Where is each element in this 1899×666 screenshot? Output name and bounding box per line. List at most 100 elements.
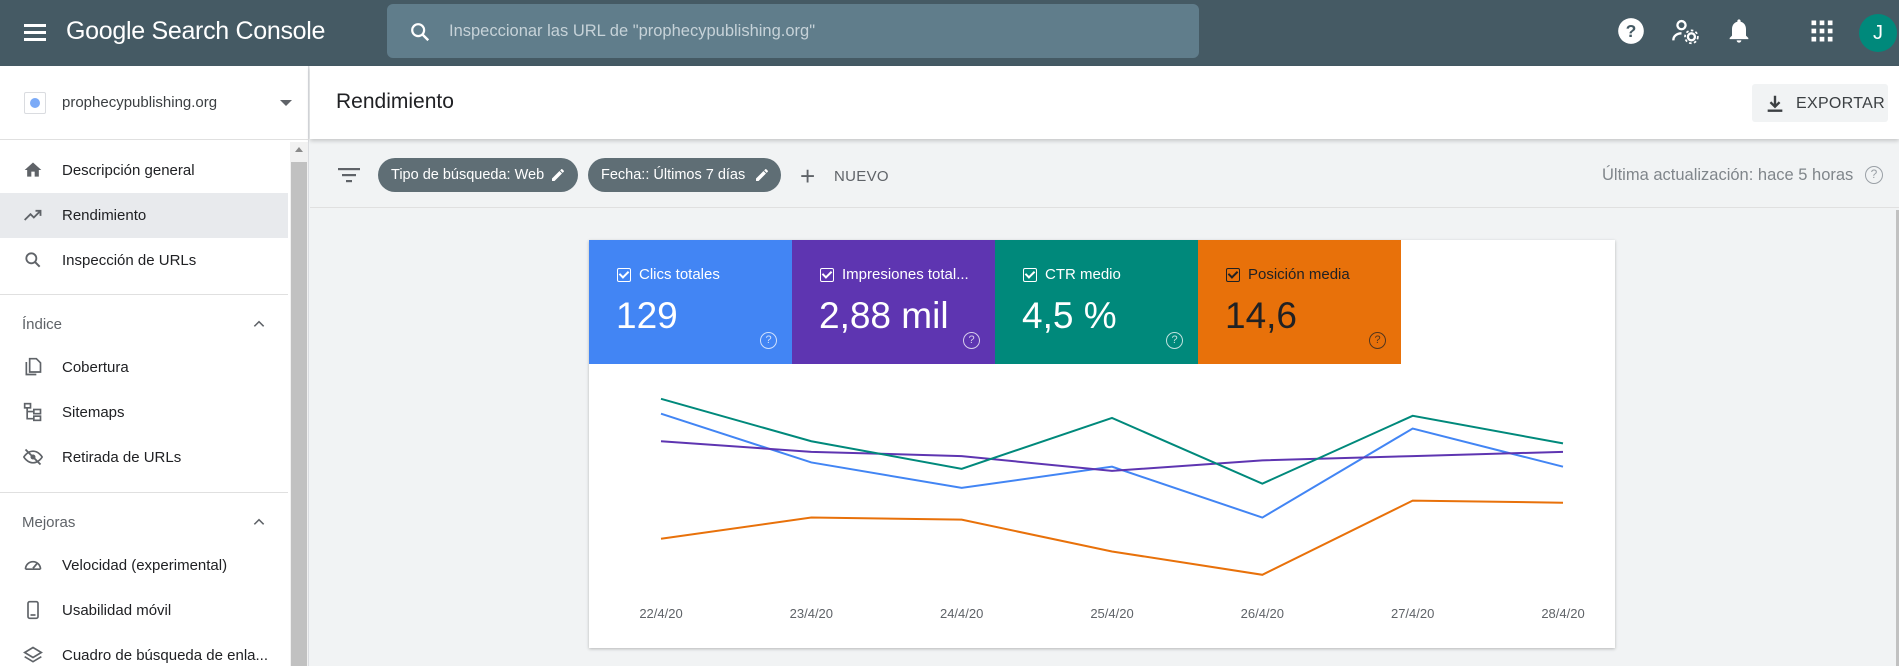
- app-brand[interactable]: Google Search Console: [66, 17, 326, 45]
- date-filter-chip[interactable]: Fecha:: Últimos 7 días: [588, 158, 781, 192]
- sidebar-item-overview[interactable]: Descripción general: [0, 148, 288, 193]
- sidebar-item-sitelinks-searchbox[interactable]: Cuadro de búsqueda de enla...: [0, 633, 288, 666]
- search-type-filter-chip[interactable]: Tipo de búsqueda: Web: [378, 158, 578, 192]
- metric-name: CTR medio: [1045, 266, 1121, 283]
- section-title: Índice: [22, 316, 63, 333]
- metric-value: 14,6: [1225, 295, 1298, 336]
- search-icon: [25, 252, 41, 268]
- performance-line-chart: 22/4/20 23/4/20 24/4/20 25/4/20 26/4/20 27/4/…: [639, 397, 1585, 621]
- property-selector[interactable]: prophecypublishing.org: [0, 66, 309, 140]
- metric-value: 2,88 mil: [819, 295, 949, 336]
- filter-list-icon[interactable]: [338, 166, 360, 184]
- notifications-bell-icon[interactable]: [1725, 17, 1753, 45]
- x-tick-label: 27/4/20: [1391, 606, 1434, 621]
- chevron-down-icon: [280, 100, 292, 106]
- sidebar-item-label: Cuadro de búsqueda de enla...: [62, 647, 268, 664]
- export-label: EXPORTAR: [1796, 95, 1885, 112]
- export-button[interactable]: EXPORTAR: [1752, 84, 1888, 122]
- sidebar-scrollbar[interactable]: [290, 142, 308, 666]
- x-tick-label: 28/4/20: [1541, 606, 1584, 621]
- x-tick-label: 23/4/20: [790, 606, 833, 621]
- divider: [0, 492, 288, 493]
- performance-card: Clics totales 129? Impresiones total... 2,8…: [589, 240, 1615, 648]
- chevron-up-icon: [253, 320, 265, 327]
- edit-pencil-icon[interactable]: [550, 167, 566, 183]
- chip-label: Fecha:: Últimos 7 días: [601, 167, 746, 183]
- help-circle-icon[interactable]: ?: [963, 332, 980, 349]
- x-tick-label: 24/4/20: [940, 606, 983, 621]
- series-line: [660, 499, 1564, 576]
- help-circle-icon[interactable]: ?: [1166, 332, 1183, 349]
- sidebar-item-label: Retirada de URLs: [62, 449, 182, 466]
- sidebar-item-label: Rendimiento: [62, 207, 147, 224]
- x-tick-label: 26/4/20: [1241, 606, 1284, 621]
- help-circle-icon[interactable]: ?: [1369, 332, 1386, 349]
- metric-tile[interactable]: Posición media 14,6?: [1198, 240, 1401, 364]
- section-title: Mejoras: [22, 514, 76, 531]
- main-scrollbar[interactable]: [1896, 210, 1899, 666]
- series-line: [660, 397, 1564, 485]
- search-icon: [411, 23, 430, 42]
- sidebar-item-coverage[interactable]: Cobertura: [0, 345, 288, 390]
- url-inspect-input[interactable]: [449, 4, 1169, 58]
- phone-icon: [27, 600, 39, 620]
- sitemap-icon: [23, 402, 42, 422]
- property-name: prophecypublishing.org: [62, 94, 218, 111]
- sidebar-item-sitemaps[interactable]: Sitemaps: [0, 390, 288, 435]
- page-title: Rendimiento: [336, 90, 454, 113]
- plus-icon: +: [800, 161, 816, 191]
- metric-tile[interactable]: CTR medio 4,5 %?: [995, 240, 1198, 364]
- help-icon[interactable]: ?: [1617, 17, 1645, 45]
- checkbox-checked-icon[interactable]: [1226, 268, 1240, 282]
- scrollbar-thumb[interactable]: [291, 162, 307, 666]
- x-tick-label: 22/4/20: [639, 606, 682, 621]
- metric-name: Posición media: [1248, 266, 1350, 283]
- help-circle-icon[interactable]: ?: [760, 332, 777, 349]
- metric-tile[interactable]: Impresiones total... 2,88 mil?: [792, 240, 995, 364]
- sidebar-item-label: Sitemaps: [62, 404, 125, 421]
- metric-value: 4,5 %: [1022, 295, 1117, 336]
- x-tick-label: 25/4/20: [1090, 606, 1133, 621]
- series-line: [660, 440, 1564, 472]
- metric-name: Impresiones total...: [842, 266, 969, 283]
- sidebar-item-speed[interactable]: Velocidad (experimental): [0, 543, 288, 588]
- file-copy-icon: [25, 357, 42, 376]
- trending-up-icon: [24, 209, 42, 221]
- sidebar-item-mobile-usability[interactable]: Usabilidad móvil: [0, 588, 288, 633]
- sidebar-item-label: Inspección de URLs: [62, 252, 197, 269]
- checkbox-checked-icon[interactable]: [1023, 268, 1037, 282]
- download-icon: [1767, 95, 1783, 112]
- section-improvements-toggle[interactable]: Mejoras: [0, 502, 288, 542]
- url-inspect-search[interactable]: [387, 4, 1199, 58]
- metric-value: 129: [616, 295, 678, 336]
- hamburger-menu-icon[interactable]: [22, 20, 48, 46]
- sidebar-item-label: Usabilidad móvil: [62, 602, 172, 619]
- svg-text:?: ?: [1626, 21, 1637, 41]
- top-app-bar: Google Search Console ? J: [0, 0, 1899, 66]
- sidebar-item-performance[interactable]: Rendimiento: [0, 193, 288, 238]
- page-header: Rendimiento EXPORTAR: [310, 66, 1899, 139]
- new-filter-label: NUEVO: [834, 168, 889, 185]
- eye-off-icon: [23, 448, 43, 466]
- divider: [0, 294, 288, 295]
- help-circle-icon[interactable]: ?: [1865, 166, 1883, 184]
- layers-icon: [23, 646, 43, 663]
- edit-pencil-icon[interactable]: [754, 167, 770, 183]
- account-avatar[interactable]: J: [1859, 14, 1897, 52]
- sidebar: prophecypublishing.org Descripción gener…: [0, 66, 309, 666]
- speed-icon: [24, 560, 42, 570]
- metric-name: Clics totales: [639, 266, 720, 283]
- apps-grid-icon[interactable]: [1808, 17, 1836, 45]
- checkbox-checked-icon[interactable]: [617, 268, 631, 282]
- section-index-toggle[interactable]: Índice: [0, 304, 288, 344]
- checkbox-checked-icon[interactable]: [820, 268, 834, 282]
- last-updated-text: Última actualización: hace 5 horas: [1602, 166, 1854, 184]
- sidebar-item-url-inspection[interactable]: Inspección de URLs: [0, 238, 288, 283]
- scroll-up-arrow-icon[interactable]: [295, 147, 303, 152]
- sidebar-item-url-removal[interactable]: Retirada de URLs: [0, 435, 288, 480]
- chevron-up-icon: [253, 518, 265, 525]
- admin-settings-icon[interactable]: [1671, 17, 1699, 45]
- chip-label: Tipo de búsqueda: Web: [391, 167, 545, 183]
- metric-tile[interactable]: Clics totales 129?: [589, 240, 792, 364]
- sidebar-item-label: Descripción general: [62, 162, 195, 179]
